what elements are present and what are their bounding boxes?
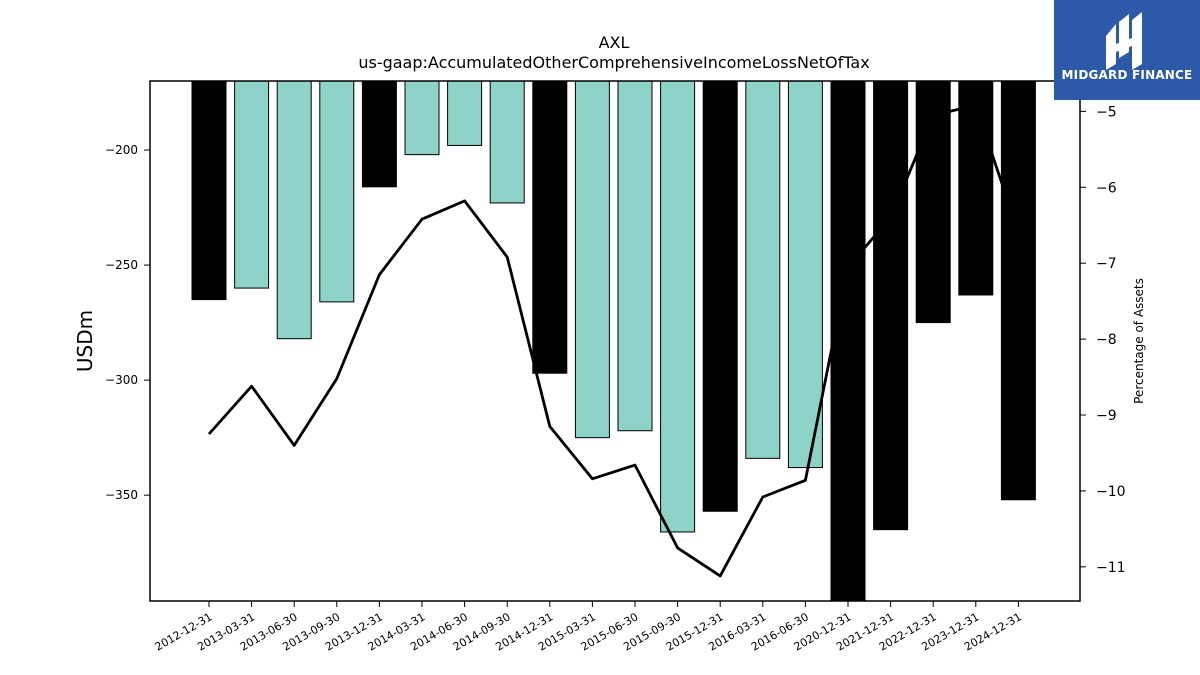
bars-layer bbox=[191, 80, 1036, 602]
y2-axis-label: Percentage of Assets bbox=[1132, 278, 1146, 404]
bar-2014-03-31 bbox=[404, 80, 440, 156]
bar-2013-09-30 bbox=[319, 80, 355, 303]
bar-2014-09-30 bbox=[489, 80, 525, 204]
chart-title: AXL bbox=[599, 33, 630, 52]
bar-2023-12-31 bbox=[958, 80, 994, 296]
y2-tick-label: −10 bbox=[1096, 484, 1126, 500]
bar-2016-06-30 bbox=[787, 80, 823, 469]
bar-2015-09-30 bbox=[660, 80, 696, 533]
bar-2015-06-30 bbox=[617, 80, 653, 432]
bar-2014-12-31 bbox=[532, 80, 568, 374]
y2-tick-label: −8 bbox=[1096, 332, 1117, 348]
logo-text: MIDGARD FINANCE bbox=[1061, 68, 1193, 82]
y-tick-label: −200 bbox=[105, 143, 138, 157]
y2-tick-label: −5 bbox=[1096, 104, 1117, 120]
bar-2014-06-30 bbox=[447, 80, 483, 146]
y-axis-label: USDm bbox=[73, 310, 97, 372]
y2-tick-label: −7 bbox=[1096, 256, 1117, 272]
y2-tick-label: −9 bbox=[1096, 408, 1117, 424]
bar-2016-03-31 bbox=[745, 80, 781, 459]
y2-tick-label: −11 bbox=[1096, 560, 1126, 576]
bar-2015-03-31 bbox=[574, 80, 610, 439]
bar-2013-06-30 bbox=[276, 80, 312, 340]
bar-2022-12-31 bbox=[915, 80, 951, 324]
bar-2024-12-31 bbox=[1000, 80, 1036, 501]
y-tick-label: −250 bbox=[105, 258, 138, 272]
bar-2013-12-31 bbox=[361, 80, 397, 188]
bar-2020-12-31 bbox=[830, 80, 866, 602]
y-tick-label: −350 bbox=[105, 488, 138, 502]
x-axis: 2012-12-312013-03-312013-06-302013-09-30… bbox=[153, 601, 1024, 654]
y-axis-left: −200 −250 −300 −350 bbox=[105, 143, 150, 502]
plot-frame bbox=[149, 80, 1081, 602]
bar-2013-03-31 bbox=[234, 80, 270, 289]
line-layer bbox=[207, 103, 1020, 578]
y-tick-label: −300 bbox=[105, 373, 138, 387]
brand-logo: MIDGARD FINANCE bbox=[1054, 0, 1200, 100]
logo-mark-icon bbox=[1106, 12, 1142, 70]
y-axis-right: −5 −6 −7 −8 −9 −10 −11 bbox=[1080, 104, 1126, 576]
bar-2021-12-31 bbox=[873, 80, 909, 531]
y2-tick-label: −6 bbox=[1096, 180, 1117, 196]
bar-2012-12-31 bbox=[191, 80, 227, 301]
chart-subtitle: us-gaap:AccumulatedOtherComprehensiveInc… bbox=[358, 53, 869, 72]
percentage-line bbox=[207, 103, 1020, 578]
bar-2015-12-31 bbox=[702, 80, 738, 512]
